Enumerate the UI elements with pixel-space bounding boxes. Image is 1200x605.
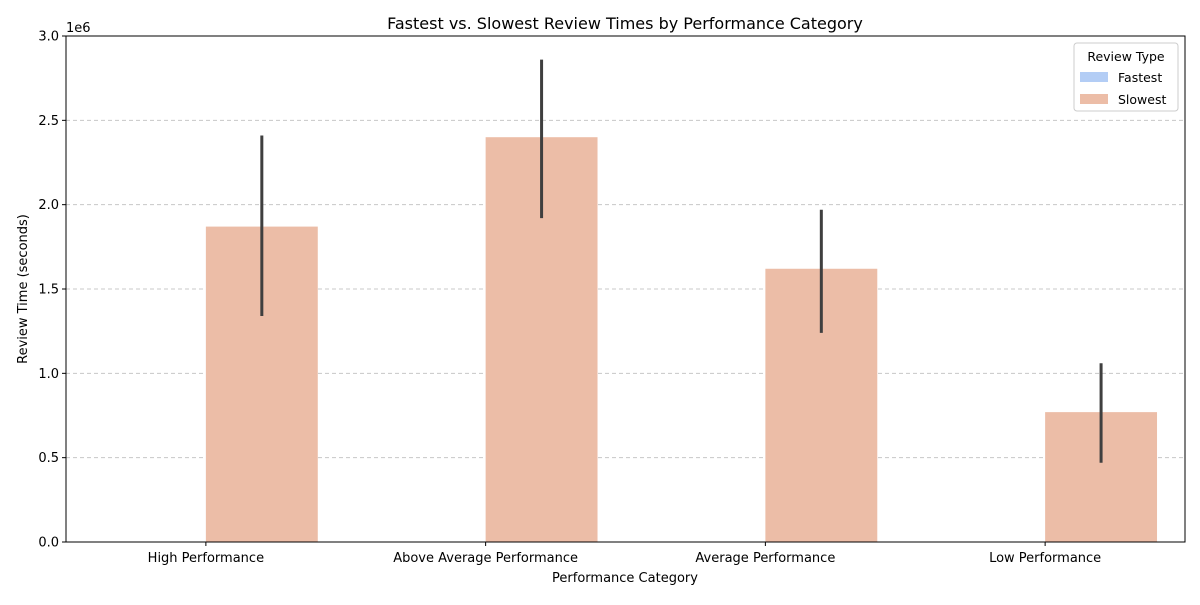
x-tick-label: Low Performance [989,551,1101,566]
legend-label-slowest: Slowest [1118,92,1166,107]
x-tick-label: Above Average Performance [393,551,578,566]
x-axis-ticks: High Performance Above Average Performanc… [148,542,1101,566]
y-tick-label: 2.0 [38,198,59,213]
chart-title: Fastest vs. Slowest Review Times by Perf… [387,14,863,33]
legend: Review Type Fastest Slowest [1073,42,1179,112]
legend-label-fastest: Fastest [1118,70,1162,85]
grid-lines [66,119,1185,459]
y-tick-label: 0.5 [38,451,59,466]
bars [205,137,1158,543]
x-axis-label: Performance Category [552,571,698,586]
y-tick-label: 1.5 [38,283,59,298]
x-tick-label: Average Performance [695,551,835,566]
error-bars [260,59,1103,463]
legend-swatch-slowest [1080,94,1108,104]
y-tick-label: 3.0 [38,30,59,45]
y-tick-label: 0.0 [38,536,59,551]
legend-swatch-fastest [1080,72,1108,82]
y-axis-offset-label: 1e6 [66,21,91,36]
legend-title: Review Type [1087,49,1165,64]
y-axis-label: Review Time (seconds) [16,214,31,364]
y-tick-label: 1.0 [38,367,59,382]
x-tick-label: High Performance [148,551,264,566]
y-axis-ticks: 0.0 0.5 1.0 1.5 2.0 2.5 3.0 [38,30,66,551]
y-tick-label: 2.5 [38,114,59,129]
